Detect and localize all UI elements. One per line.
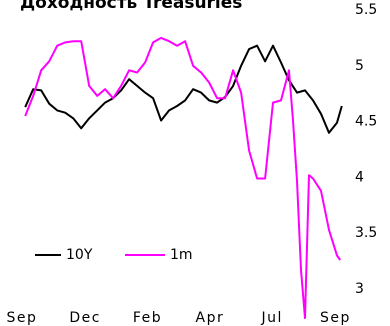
- x-tick-label: Sep: [320, 310, 351, 326]
- x-tick-label: Jul: [261, 310, 283, 326]
- y-tick-label: 4.5: [355, 114, 377, 130]
- legend-label: 10Y: [66, 247, 93, 263]
- y-tick-label: 5.5: [355, 2, 377, 18]
- x-tick-label: Apr: [196, 310, 225, 326]
- x-tick-label: Feb: [133, 310, 162, 326]
- chart-title: Доходность Treasuries: [20, 0, 242, 13]
- y-tick-label: 3.5: [355, 225, 377, 241]
- x-tick-label: Dec: [69, 310, 101, 326]
- line-1m: [24, 36, 342, 319]
- x-tick-label: Sep: [7, 310, 38, 326]
- y-tick-label: 5: [355, 58, 364, 74]
- line-10y: [24, 44, 343, 134]
- legend-label: 1m: [170, 247, 193, 263]
- y-tick-label: 4: [355, 169, 364, 185]
- y-tick-label: 3: [355, 281, 364, 297]
